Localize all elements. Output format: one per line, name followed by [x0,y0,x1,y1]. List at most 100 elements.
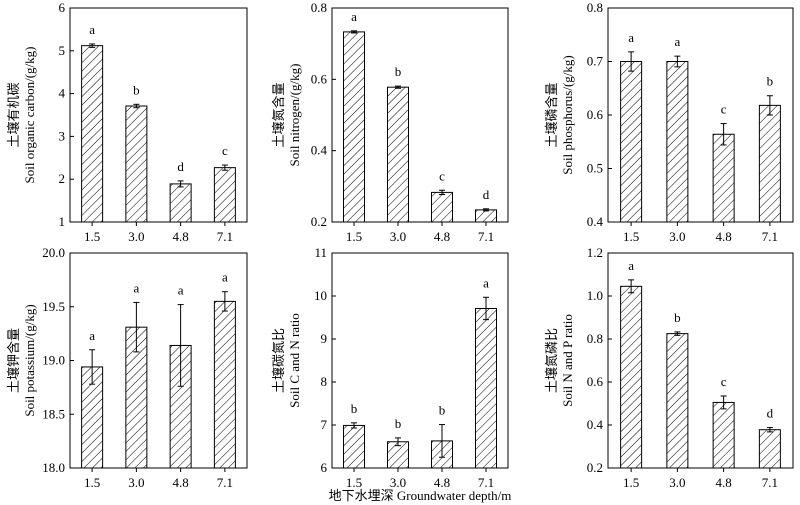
significance-letter: c [721,102,727,117]
y-tick-label: 0.2 [311,214,327,229]
x-tick-label: 1.5 [346,475,362,490]
bar [666,61,689,223]
plot-frame [607,252,794,469]
significance-letter: a [483,275,489,290]
x-tick-label: 7.1 [478,229,494,244]
x-tick-label: 4.8 [716,229,732,244]
y-axis-label-cn: 土壤碳氮比 [271,328,286,393]
y-axis-label-en: Soil phosphorus/(g/kg) [560,55,575,175]
x-tick-label: 3.0 [390,229,406,244]
bar [620,61,643,223]
significance-letter: a [178,283,184,298]
bar [431,191,453,223]
bar [343,31,365,223]
y-tick-label: 0.4 [587,214,604,229]
significance-letter: a [89,22,95,37]
significance-letter: a [674,34,680,49]
bar [81,45,104,223]
y-tick-label: 0.4 [587,417,604,432]
y-tick-label: 19.0 [42,353,65,368]
y-tick-label: 7 [321,417,328,432]
bar [125,105,148,223]
panel-soil-n-p-ratio: 0.2 0.4 0.6 0.8 1.0 1.2 a 1.5 b 3.0 c 4.8 d 7.1 土壤氮磷比 S… [544,245,794,490]
significance-letter: a [222,270,228,285]
y-tick-label: 0.6 [587,374,604,389]
y-tick-label: 18.5 [42,406,65,421]
x-tick-label: 7.1 [217,475,233,490]
y-axis-label-cn: 土壤钾含量 [6,328,21,393]
significance-letter: a [133,280,139,295]
y-axis-label-en: Soil organic carbon/(g/kg) [22,47,37,184]
plot-frame [331,252,509,469]
bar [343,424,365,469]
y-tick-label: 0.4 [311,143,328,158]
x-tick-label: 3.0 [669,475,685,490]
y-tick-label: 1.2 [587,245,603,260]
significance-letter: b [395,416,402,431]
y-tick-label: 20.0 [42,245,65,260]
significance-letter: d [177,159,184,174]
significance-letter: a [351,9,357,24]
y-tick-label: 8 [321,374,328,389]
panel-soil-c-n-ratio: 6 7 8 9 10 11 b 1.5 b 3.0 b 4.8 a 7.1 土壤碳氮比 Soil C and … [271,245,509,490]
x-tick-label: 4.8 [173,229,189,244]
x-tick-label: 3.0 [390,475,406,490]
y-tick-label: 1.0 [587,288,603,303]
plot-frame [331,7,509,223]
significance-letter: c [222,143,228,158]
x-tick-label: 4.8 [434,475,450,490]
x-tick-label: 7.1 [762,475,778,490]
plot-frame [69,7,248,223]
panel-soil-organic-carbon: 1 2 3 4 5 6 a 1.5 b 3.0 d 4.8 c 7.1 土壤有机碳 Soil organic … [6,0,248,244]
bar [169,183,192,223]
y-tick-label: 19.5 [42,299,65,314]
panel-soil-nitrogen: 0.2 0.4 0.6 0.8 a 1.5 b 3.0 c 4.8 d 7.1 土壤氮含量 Soil ni… [271,0,509,244]
y-tick-label: 0.8 [587,331,603,346]
y-tick-label: 0.2 [587,460,603,475]
significance-letter: a [628,258,634,273]
y-tick-label: 4 [59,86,66,101]
y-tick-label: 10 [314,288,327,303]
x-tick-label: 3.0 [128,475,144,490]
x-tick-label: 1.5 [84,475,100,490]
x-tick-label: 4.8 [434,229,450,244]
y-axis-label-en: Soil C and N ratio [287,313,302,408]
panel-soil-potassium: 18.0 18.5 19.0 19.5 20.0 a 1.5 a 3.0 a 4.8 a 7.1 土壤钾含… [6,245,248,490]
bar [712,401,735,469]
y-axis-label-en: Soil nitrogen/(g/kg) [287,64,302,167]
significance-letter: c [439,168,445,183]
significance-letter: b [395,64,402,79]
y-tick-label: 9 [321,331,328,346]
y-tick-label: 3 [59,128,66,143]
shared-x-axis-label: 地下水埋深 Groundwater depth/m [329,488,512,503]
bar [475,209,497,223]
y-tick-label: 18.0 [42,460,65,475]
x-tick-label: 4.8 [716,475,732,490]
y-tick-label: 5 [59,43,66,58]
significance-letter: b [133,82,140,97]
y-tick-label: 0.6 [587,107,604,122]
y-tick-label: 0.8 [587,0,603,15]
significance-letter: d [767,406,774,421]
significance-letter: b [439,403,446,418]
y-axis-label-cn: 土壤磷含量 [544,82,559,147]
y-tick-label: 6 [321,460,328,475]
significance-letter: a [628,30,634,45]
bar [475,307,497,469]
x-tick-label: 7.1 [478,475,494,490]
significance-letter: d [483,187,490,202]
significance-letter: a [89,328,95,343]
significance-letter: b [767,74,774,89]
bar [758,104,781,223]
x-tick-label: 4.8 [173,475,189,490]
bar [666,333,689,469]
y-axis-label-cn: 土壤氮含量 [271,82,286,147]
bar [213,167,236,223]
x-tick-label: 3.0 [669,229,685,244]
y-tick-label: 0.7 [587,54,604,69]
y-tick-label: 1 [59,214,66,229]
x-tick-label: 1.5 [346,229,362,244]
y-tick-label: 11 [314,245,327,260]
y-axis-label-cn: 土壤有机碳 [6,82,21,147]
bar [387,86,409,223]
